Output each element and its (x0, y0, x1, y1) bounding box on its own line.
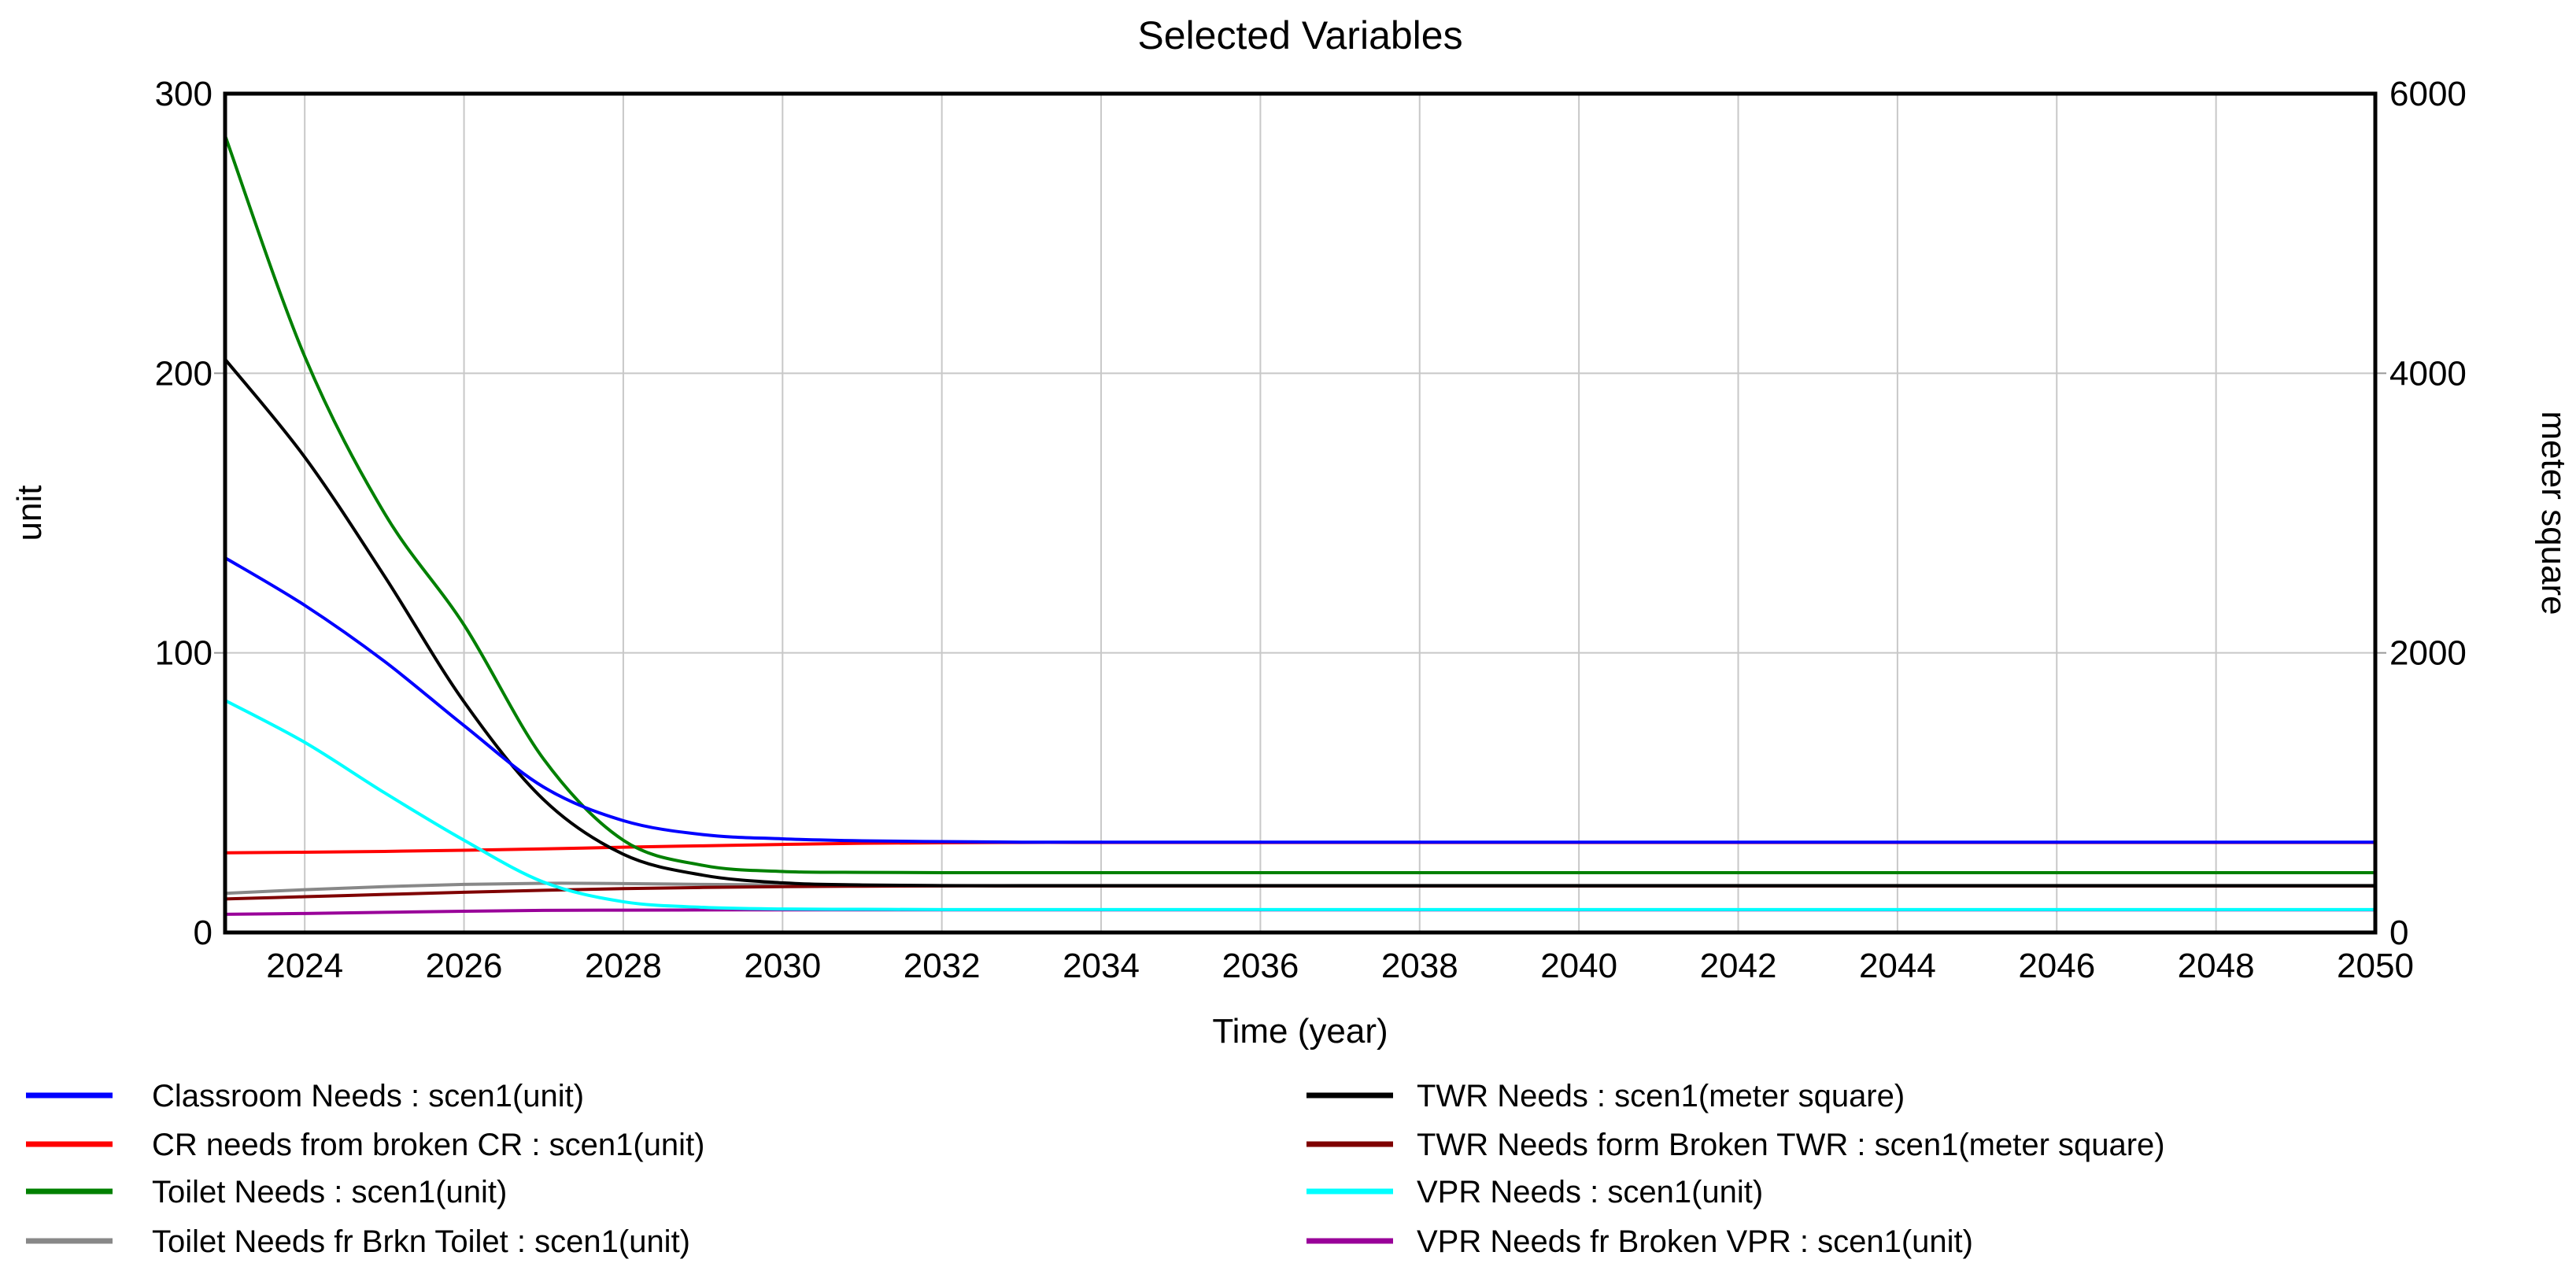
x-tick-label: 2048 (2178, 947, 2255, 985)
series-line-classroom-needs (224, 556, 2375, 844)
series-line-twr-needs-form-broken-twr (224, 884, 2375, 901)
y-tick-label-right: 6000 (2389, 75, 2467, 113)
legend-label-twr-needs-form-broken-twr: TWR Needs form Broken TWR : scen1(meter … (1417, 1128, 2165, 1162)
series-line-cr-needs-from-broken-cr (224, 840, 2375, 855)
x-tick-label: 2046 (2018, 947, 2095, 985)
y-tick-label-left: 300 (155, 75, 213, 113)
y-tick-label-left: 200 (155, 354, 213, 393)
legend-label-toilet-needs: Toilet Needs : scen1(unit) (152, 1175, 507, 1209)
x-tick-label: 2038 (1381, 947, 1458, 985)
x-tick-label: 2044 (1859, 947, 1936, 985)
x-tick-label: 2024 (266, 947, 343, 985)
x-tick-label: 2028 (585, 947, 662, 985)
legend-label-vpr-needs: VPR Needs : scen1(unit) (1417, 1175, 1763, 1209)
y-tick-label-right: 2000 (2389, 634, 2467, 673)
legend-label-toilet-needs-fr-brkn-toilet: Toilet Needs fr Brkn Toilet : scen1(unit… (152, 1224, 690, 1259)
series-line-twr-needs (224, 358, 2375, 888)
y-tick-label-left: 0 (194, 914, 213, 952)
y-axis-label-right: meter square (2534, 411, 2573, 615)
x-tick-label: 2042 (1700, 947, 1777, 985)
legend-label-classroom-needs: Classroom Needs : scen1(unit) (152, 1079, 584, 1113)
y-tick-label-right: 4000 (2389, 354, 2467, 393)
legend-label-cr-needs-from-broken-cr: CR needs from broken CR : scen1(unit) (152, 1128, 705, 1162)
x-tick-label: 2034 (1063, 947, 1140, 985)
y-tick-label-right: 0 (2389, 914, 2408, 952)
series-line-vpr-needs (224, 699, 2375, 911)
x-tick-label: 2050 (2337, 947, 2414, 985)
y-axis-label-left: unit (10, 486, 49, 541)
y-tick-label-left: 100 (155, 634, 213, 673)
legend-label-vpr-needs-fr-broken-vpr: VPR Needs fr Broken VPR : scen1(unit) (1417, 1224, 1973, 1259)
x-tick-label: 2030 (744, 947, 821, 985)
x-tick-label: 2040 (1540, 947, 1617, 985)
legend-label-twr-needs: TWR Needs : scen1(meter square) (1417, 1079, 1905, 1113)
series-line-toilet-needs (224, 135, 2375, 874)
x-tick-label: 2026 (426, 947, 503, 985)
x-tick-label: 2032 (904, 947, 981, 985)
chart-title: Selected Variables (1137, 13, 1462, 57)
x-axis-label: Time (year) (1212, 1012, 1388, 1051)
x-tick-label: 2036 (1221, 947, 1299, 985)
plot-border (223, 91, 2378, 935)
chart-generated-layer: 0 100 200 300 0 2000 4000 6000 2024 2026 2028 2030 2… (26, 75, 2467, 1259)
